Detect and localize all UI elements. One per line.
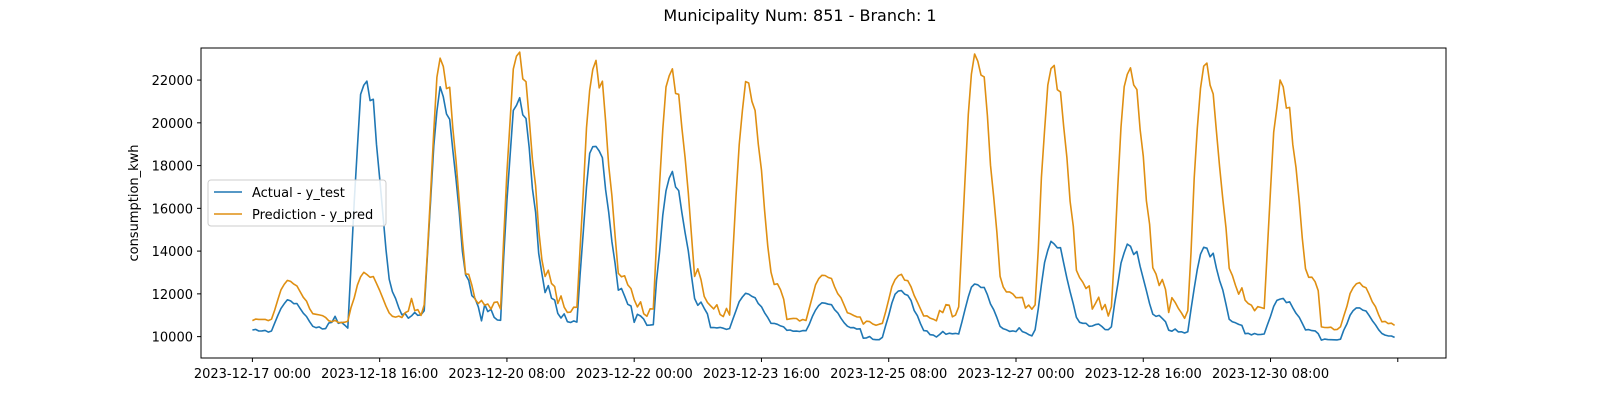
y-tick-label-16000: 16000 [152, 202, 193, 217]
plot-area [201, 48, 1446, 358]
legend-label-prediction: Prediction - y_pred [252, 208, 373, 223]
y-tick-label-14000: 14000 [152, 245, 193, 260]
legend-label-actual: Actual - y_test [252, 186, 345, 201]
legend: Actual - y_test Prediction - y_pred [207, 179, 387, 227]
x-tick-label-5: 2023-12-25 08:00 [830, 367, 947, 382]
x-tick-label-1: 2023-12-18 16:00 [321, 367, 438, 382]
y-axis: 10000 12000 14000 16000 18000 20000 22000 [152, 74, 201, 346]
series-line-0 [252, 80, 1395, 341]
x-axis: 2023-12-17 00:00 2023-12-18 16:00 2023-12-… [194, 358, 1399, 382]
y-tick-label-22000: 22000 [152, 74, 193, 89]
y-tick-label-20000: 20000 [152, 117, 193, 132]
x-tick-label-6: 2023-12-27 00:00 [957, 367, 1074, 382]
y-tick-label-12000: 12000 [152, 288, 193, 303]
x-tick-label-7: 2023-12-28 16:00 [1085, 367, 1202, 382]
y-tick-label-10000: 10000 [152, 331, 193, 346]
y-tick-label-18000: 18000 [152, 160, 193, 175]
x-tick-label-0: 2023-12-17 00:00 [194, 367, 311, 382]
x-tick-label-4: 2023-12-23 16:00 [703, 367, 820, 382]
chart-title: Municipality Num: 851 - Branch: 1 [663, 6, 937, 25]
series-line-1 [252, 51, 1396, 331]
plot-frame [200, 47, 1447, 359]
x-tick-label-3: 2023-12-22 00:00 [576, 367, 693, 382]
y-axis-label: consumption_kwh [127, 144, 142, 261]
legend-box [207, 179, 387, 227]
x-tick-label-8: 2023-12-30 08:00 [1212, 367, 1329, 382]
series-layer [252, 51, 1396, 341]
x-tick-label-2: 2023-12-20 08:00 [448, 367, 565, 382]
